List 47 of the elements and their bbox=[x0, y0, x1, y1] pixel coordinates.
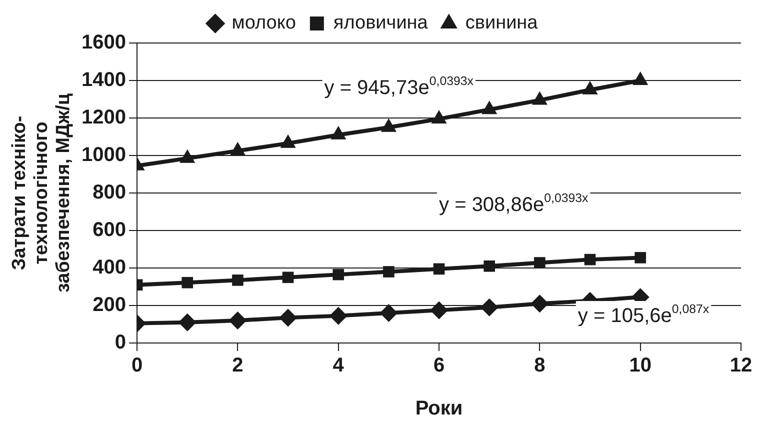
y-axis-title: Затрати техніко- технологічного забезпечення, МДж/ц bbox=[9, 93, 74, 293]
y-tick-label: 600 bbox=[92, 219, 126, 242]
x-tick-label: 6 bbox=[433, 354, 445, 377]
point bbox=[482, 100, 498, 114]
point bbox=[332, 268, 344, 280]
y-tick-label: 1400 bbox=[82, 69, 126, 92]
point bbox=[582, 80, 598, 94]
point bbox=[484, 260, 496, 272]
point bbox=[380, 304, 398, 322]
y-tick-label: 200 bbox=[92, 294, 126, 316]
x-tick-label: 4 bbox=[332, 354, 345, 377]
point bbox=[282, 272, 294, 284]
point bbox=[380, 118, 396, 132]
point bbox=[532, 91, 548, 105]
legend-label: яловичина bbox=[333, 12, 428, 34]
point bbox=[232, 274, 244, 286]
point bbox=[280, 134, 296, 148]
y-tick-label: 800 bbox=[92, 182, 126, 204]
point bbox=[230, 142, 246, 156]
x-axis-title: Роки bbox=[415, 398, 463, 420]
point bbox=[433, 263, 445, 275]
legend-label: свинина bbox=[465, 12, 538, 34]
x-tick-label: 10 bbox=[629, 354, 652, 377]
point bbox=[330, 126, 346, 140]
point bbox=[584, 254, 596, 266]
y-tick-label: 400 bbox=[92, 256, 126, 279]
y-tick-label: 0 bbox=[114, 332, 126, 354]
x-tick-label: 12 bbox=[730, 354, 752, 377]
point bbox=[431, 110, 447, 124]
y-tick-label: 1000 bbox=[82, 144, 126, 166]
legend-label: молоко bbox=[232, 12, 296, 34]
point bbox=[180, 149, 196, 163]
point bbox=[430, 301, 448, 320]
x-tick-label: 8 bbox=[534, 354, 546, 377]
point bbox=[228, 312, 247, 330]
point bbox=[383, 266, 394, 278]
point bbox=[182, 276, 194, 288]
point bbox=[329, 306, 348, 325]
y-tick-label: 1600 bbox=[82, 32, 126, 54]
point bbox=[634, 252, 646, 264]
y-tick-label: 1200 bbox=[82, 106, 126, 129]
point bbox=[178, 313, 196, 332]
point bbox=[534, 257, 546, 268]
point bbox=[632, 72, 648, 85]
point bbox=[279, 308, 298, 327]
x-tick-label: 2 bbox=[232, 354, 244, 377]
x-tick-label: 0 bbox=[131, 354, 143, 377]
